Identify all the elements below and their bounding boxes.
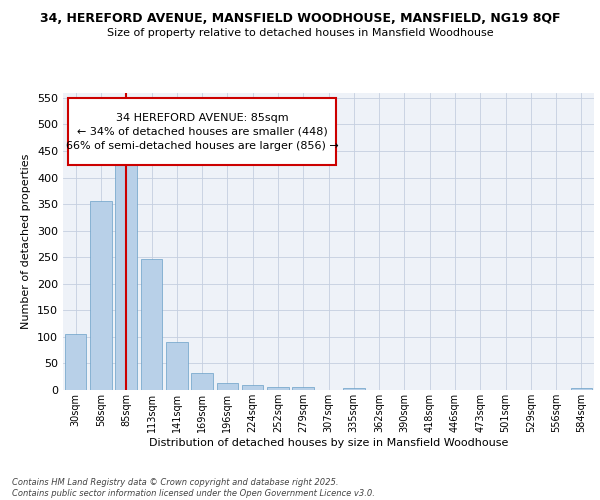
Bar [90,201,112,390]
Bar [65,334,86,390]
Bar [267,388,289,390]
Bar [343,388,365,390]
Text: 34, HEREFORD AVENUE, MANSFIELD WOODHOUSE, MANSFIELD, NG19 8QF: 34, HEREFORD AVENUE, MANSFIELD WOODHOUSE… [40,12,560,26]
X-axis label: Distribution of detached houses by size in Mansfield Woodhouse: Distribution of detached houses by size … [149,438,508,448]
Bar [166,342,188,390]
Bar [217,382,238,390]
Bar [115,148,137,390]
Text: Contains HM Land Registry data © Crown copyright and database right 2025.
Contai: Contains HM Land Registry data © Crown c… [12,478,375,498]
Bar [141,260,162,390]
Text: Size of property relative to detached houses in Mansfield Woodhouse: Size of property relative to detached ho… [107,28,493,38]
FancyBboxPatch shape [68,98,337,166]
Bar [571,388,592,390]
Text: 34 HEREFORD AVENUE: 85sqm
← 34% of detached houses are smaller (448)
66% of semi: 34 HEREFORD AVENUE: 85sqm ← 34% of detac… [66,113,339,151]
Bar [191,373,213,390]
Y-axis label: Number of detached properties: Number of detached properties [22,154,31,329]
Bar [242,385,263,390]
Bar [292,388,314,390]
